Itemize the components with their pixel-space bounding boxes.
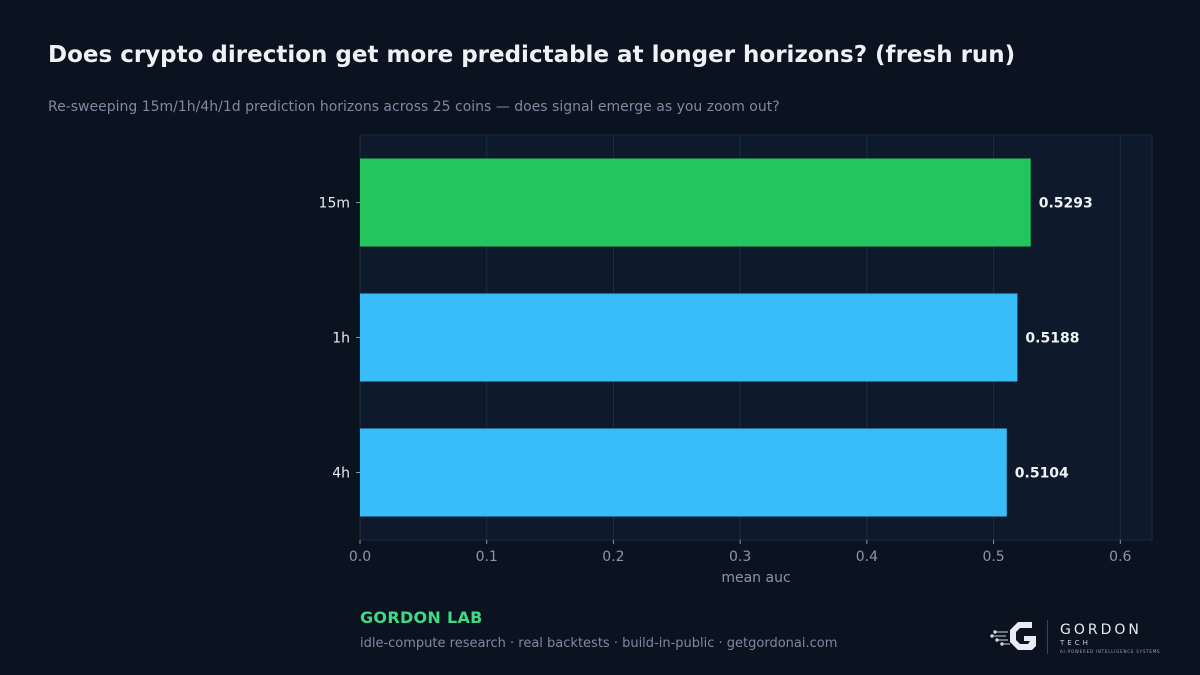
x-axis-label: mean auc [721,570,790,586]
bar-15m [360,158,1031,247]
logo-sub: TECH [1060,639,1091,647]
x-tick-label: 0.3 [729,549,751,565]
logo-name: GORDON [1060,622,1142,638]
gordon-tech-logo: GORDON TECH AI-POWERED INTELLIGENCE SYST… [988,616,1161,658]
bar-1h [360,293,1018,382]
gordon-g-logo-icon [990,620,1048,654]
data-label: 0.5188 [1025,331,1079,347]
x-tick-label: 0.5 [982,549,1004,565]
y-tick-label: 1h [332,331,350,347]
y-tick-label: 4h [332,466,350,482]
footer-tagline: idle-compute research · real backtests ·… [360,636,838,651]
chart-subtitle: Re-sweeping 15m/1h/4h/1d prediction hori… [48,99,780,115]
chart-title: Does crypto direction get more predictab… [48,42,1016,68]
x-tick-label: 0.4 [856,549,878,565]
logo-tag: AI-POWERED INTELLIGENCE SYSTEMS [1060,649,1161,654]
footer-brand: GORDON LAB [360,608,483,627]
data-label: 0.5104 [1015,466,1069,482]
bar-chart: 0.5293 15m 0.5188 1h 0.5104 4h 0.0 0.1 0.2 0.3 0.4… [319,134,1153,586]
data-label: 0.5293 [1039,196,1093,212]
x-tick-label: 0.1 [476,549,498,565]
y-tick-label: 15m [319,196,350,212]
x-tick-label: 0.0 [349,549,371,565]
bar-4h [360,428,1007,517]
x-tick-label: 0.6 [1109,549,1131,565]
x-tick-label: 0.2 [602,549,624,565]
